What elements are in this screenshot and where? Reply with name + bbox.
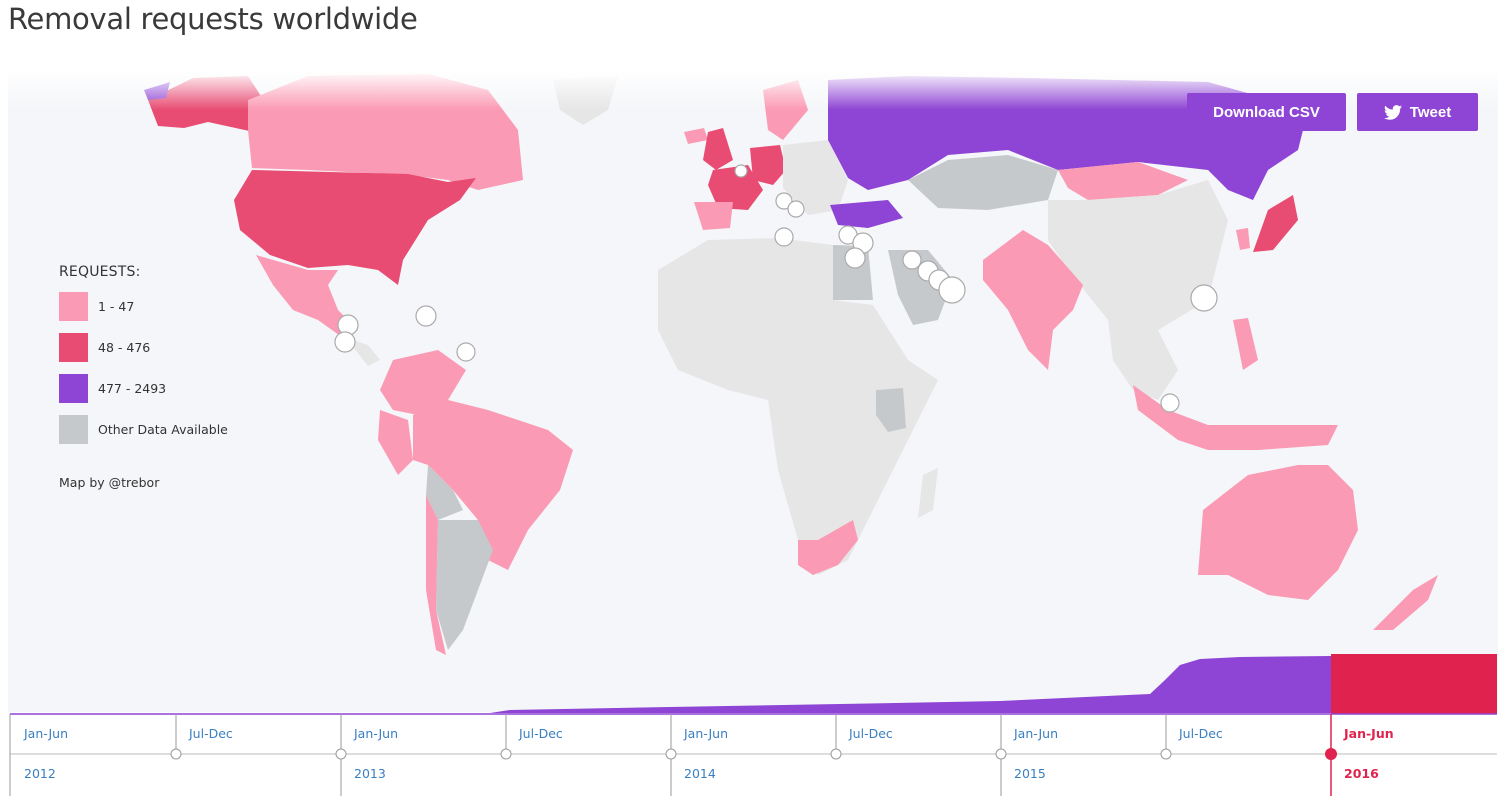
timeline-node-2[interactable] <box>335 748 347 760</box>
timeline-volume-area <box>10 656 1331 713</box>
timeline-svg <box>9 654 1497 796</box>
map-credit[interactable]: Map by @trebor <box>59 475 160 490</box>
marker-israel[interactable] <box>844 247 866 269</box>
twitter-bird-icon <box>1383 104 1402 120</box>
timeline-year-2014[interactable]: 2014 <box>684 766 716 781</box>
region-china[interactable] <box>1048 180 1228 330</box>
region-philippines[interactable] <box>1233 318 1258 370</box>
legend-item-medium: 48 - 476 <box>59 333 228 362</box>
marker-uae[interactable] <box>938 276 966 304</box>
marker-balkans-2[interactable] <box>787 200 805 218</box>
region-united-states[interactable] <box>234 170 476 285</box>
region-united-kingdom[interactable] <box>703 128 733 170</box>
region-south-africa[interactable] <box>798 520 858 575</box>
region-argentina[interactable] <box>436 520 493 650</box>
timeline-period-4[interactable]: Jan-Jun <box>684 726 729 741</box>
timeline-period-0[interactable]: Jan-Jun <box>24 726 69 741</box>
legend-swatch-other <box>59 415 88 444</box>
world-map-svg[interactable] <box>8 70 1498 712</box>
legend-item-low: 1 - 47 <box>59 292 228 321</box>
region-germany[interactable] <box>750 145 786 185</box>
timeline-year-2013[interactable]: 2013 <box>354 766 386 781</box>
region-turkey[interactable] <box>830 200 903 228</box>
marker-luxembourg[interactable] <box>734 164 748 178</box>
legend-swatch-low <box>59 292 88 321</box>
timeline-node-3[interactable] <box>500 748 512 760</box>
region-indonesia[interactable] <box>1133 385 1338 450</box>
timeline-node-6[interactable] <box>995 748 1007 760</box>
timeline-node-1[interactable] <box>170 748 182 760</box>
timeline-node-4[interactable] <box>665 748 677 760</box>
legend-item-high: 477 - 2493 <box>59 374 228 403</box>
download-csv-button[interactable]: Download CSV <box>1187 93 1346 131</box>
legend: REQUESTS: 1 - 47 48 - 476 477 - 2493 Oth… <box>59 264 228 456</box>
marker-costa-rica[interactable] <box>334 331 356 353</box>
region-new-zealand[interactable] <box>1373 575 1438 630</box>
legend-swatch-medium <box>59 333 88 362</box>
timeline-node-active[interactable] <box>1325 748 1337 760</box>
legend-item-other: Other Data Available <box>59 415 228 444</box>
legend-title: REQUESTS: <box>59 264 141 280</box>
timeline-year-2015[interactable]: 2015 <box>1014 766 1046 781</box>
legend-label-high: 477 - 2493 <box>98 381 167 396</box>
marker-hong-kong[interactable] <box>1190 284 1218 312</box>
timeline-node-5[interactable] <box>830 748 842 760</box>
region-australia[interactable] <box>1198 465 1358 600</box>
region-japan[interactable] <box>1253 195 1298 252</box>
marker-trinidad[interactable] <box>456 342 476 362</box>
region-korea[interactable] <box>1236 228 1250 250</box>
region-mexico[interactable] <box>256 255 358 340</box>
timeline-year-2012[interactable]: 2012 <box>24 766 56 781</box>
region-mongolia[interactable] <box>1058 162 1188 200</box>
tweet-label: Tweet <box>1409 103 1452 121</box>
timeline-period-3[interactable]: Jul-Dec <box>519 726 563 741</box>
region-east-europe[interactable] <box>783 140 848 215</box>
timeline-period-2[interactable]: Jan-Jun <box>354 726 399 741</box>
timeline-period-8[interactable]: Jan-Jun <box>1344 726 1394 741</box>
legend-label-low: 1 - 47 <box>98 299 135 314</box>
timeline-period-1[interactable]: Jul-Dec <box>189 726 233 741</box>
marker-kuwait[interactable] <box>902 250 922 270</box>
marker-puerto-rico[interactable] <box>415 305 437 327</box>
timeline-node-7[interactable] <box>1160 748 1172 760</box>
marker-malta[interactable] <box>774 227 794 247</box>
legend-label-other: Other Data Available <box>98 422 228 437</box>
download-csv-label: Download CSV <box>1213 103 1320 121</box>
legend-label-medium: 48 - 476 <box>98 340 151 355</box>
region-africa[interactable] <box>658 238 938 575</box>
timeline-period-5[interactable]: Jul-Dec <box>849 726 893 741</box>
timeline-year-2016[interactable]: 2016 <box>1344 766 1379 781</box>
region-spain[interactable] <box>694 202 733 230</box>
region-colombia-venezuela[interactable] <box>380 350 466 415</box>
region-kazakhstan[interactable] <box>908 155 1058 210</box>
region-madagascar[interactable] <box>918 468 938 518</box>
world-map[interactable] <box>8 70 1498 712</box>
region-brazil[interactable] <box>413 400 573 570</box>
tweet-button[interactable]: Tweet <box>1357 93 1478 131</box>
region-chile[interactable] <box>426 495 446 655</box>
timeline-active-block <box>1331 654 1497 714</box>
region-southeast-asia[interactable] <box>1108 320 1178 400</box>
region-iceland[interactable] <box>684 128 708 144</box>
page-title: Removal requests worldwide <box>8 2 418 36</box>
marker-singapore[interactable] <box>1160 393 1180 413</box>
timeline-period-7[interactable]: Jul-Dec <box>1179 726 1223 741</box>
region-bolivia[interactable] <box>426 465 463 520</box>
region-india[interactable] <box>983 230 1083 370</box>
region-kenya[interactable] <box>876 388 906 432</box>
region-france[interactable] <box>708 165 763 210</box>
marker-balkans-1[interactable] <box>775 192 793 210</box>
timeline-period-6[interactable]: Jan-Jun <box>1014 726 1059 741</box>
region-peru[interactable] <box>378 410 413 475</box>
legend-swatch-high <box>59 374 88 403</box>
